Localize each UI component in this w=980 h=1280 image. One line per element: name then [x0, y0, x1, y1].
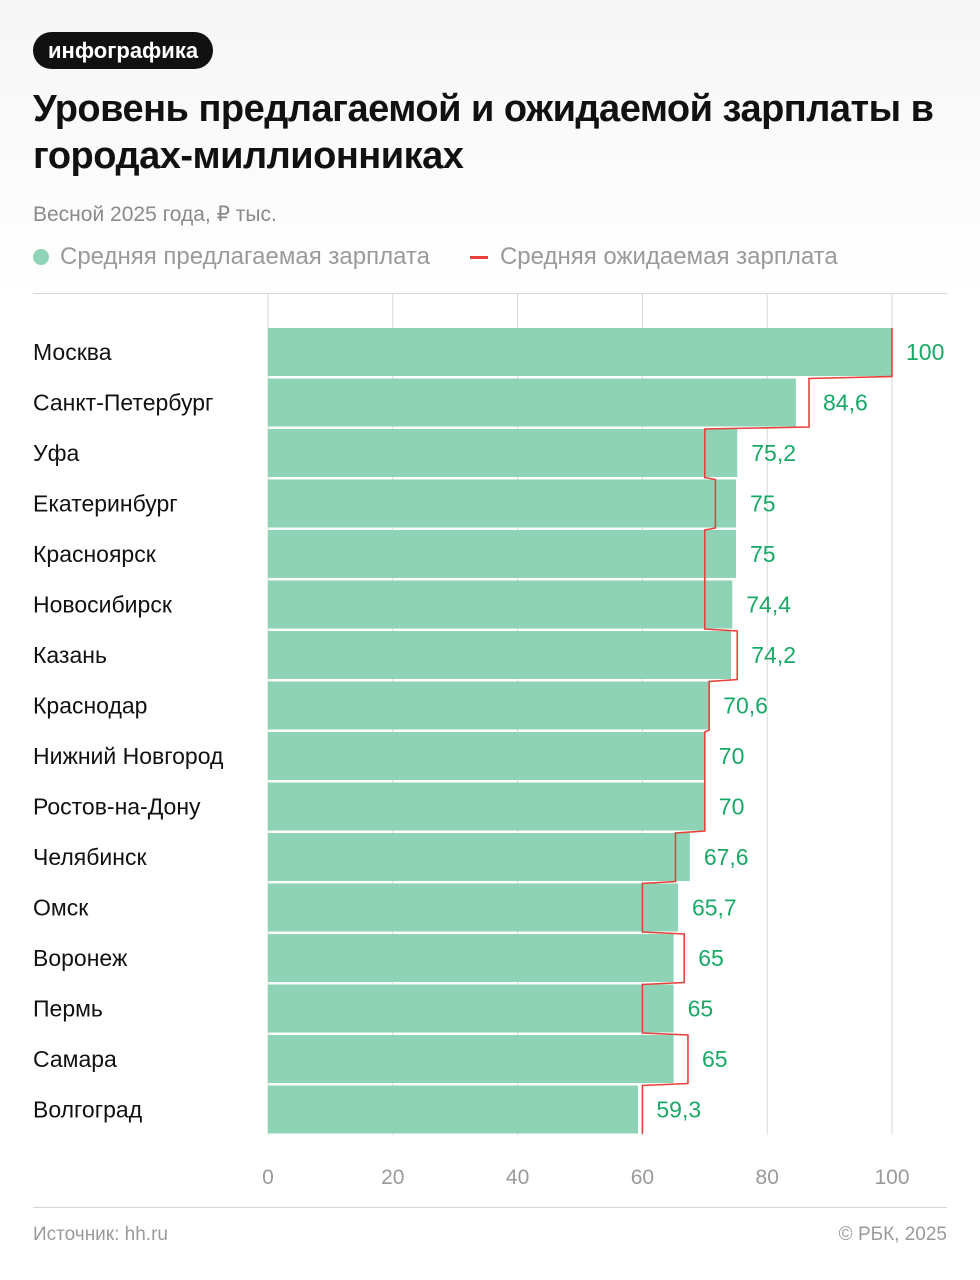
legend-expected-marker — [469, 255, 488, 259]
footer-divider — [33, 1207, 947, 1208]
legend: Средняя предлагаемая зарплата Средняя ож… — [33, 243, 838, 271]
bar — [268, 580, 733, 629]
bar — [268, 883, 678, 932]
value-label: 75 — [750, 541, 776, 567]
bar — [268, 378, 796, 427]
bar — [268, 732, 705, 780]
value-label: 65 — [688, 996, 714, 1022]
chart-title: Уровень предлагаемой и ожидаемой зарплат… — [33, 88, 934, 177]
value-label: 100 — [906, 339, 944, 365]
category-label: Уфа — [33, 440, 80, 466]
bar-chart: 0 20 40 60 80 100 Москва 100 Санкт-Петербург 84,6… — [33, 293, 944, 1189]
category-label: Москва — [33, 339, 112, 365]
category-label: Нижний Новгород — [33, 743, 224, 769]
value-label: 84,6 — [823, 390, 868, 416]
value-label: 65 — [702, 1046, 728, 1072]
source-note: Источник: hh.ru — [33, 1224, 168, 1245]
legend-offered-marker — [33, 249, 49, 265]
legend-expected-label: Средняя ожидаемая зарплата — [499, 243, 838, 270]
value-label: 75 — [750, 491, 776, 517]
value-label: 75,2 — [751, 440, 796, 466]
bar — [268, 328, 892, 376]
category-label: Новосибирск — [33, 592, 173, 618]
legend-offered-label: Средняя предлагаемая зарплата — [60, 243, 430, 270]
bar — [268, 1085, 639, 1134]
category-label: Санкт-Петербург — [33, 390, 213, 416]
bar — [268, 833, 690, 881]
value-label: 59,3 — [656, 1097, 701, 1123]
category-label: Самара — [33, 1046, 117, 1072]
bar — [268, 934, 674, 982]
category-label: Казань — [33, 642, 107, 668]
category-label: Челябинск — [33, 844, 147, 870]
bar — [268, 681, 709, 730]
x-tick-label: 80 — [756, 1166, 779, 1189]
x-tick-label: 0 — [262, 1166, 274, 1189]
bar — [268, 530, 736, 578]
category-label: Омск — [33, 895, 89, 921]
bar — [268, 1035, 674, 1083]
bar — [268, 782, 705, 831]
x-tick-label: 20 — [381, 1166, 404, 1189]
value-label: 74,4 — [746, 592, 791, 618]
expected-salary-line — [641, 328, 893, 1134]
value-label: 65 — [698, 945, 724, 971]
category-label: Пермь — [33, 996, 103, 1022]
category-label: Краснодар — [33, 693, 147, 719]
value-label: 70 — [719, 794, 745, 820]
value-label: 70,6 — [723, 693, 768, 719]
x-tick-label: 60 — [631, 1166, 654, 1189]
bar — [268, 479, 736, 528]
category-label: Красноярск — [33, 541, 157, 567]
x-tick-label: 40 — [506, 1166, 529, 1189]
bar — [268, 429, 738, 477]
bar — [268, 984, 674, 1033]
category-label: Волгоград — [33, 1097, 143, 1123]
x-tick-label: 100 — [874, 1166, 909, 1189]
value-label: 70 — [719, 743, 745, 769]
bar — [268, 631, 732, 679]
header-divider — [33, 293, 947, 294]
chart-subtitle: Весной 2025 года, ₽ тыс. — [33, 203, 277, 226]
value-label: 67,6 — [704, 844, 749, 870]
category-badge: инфографика — [33, 32, 214, 69]
value-label: 65,7 — [692, 895, 737, 921]
category-label: Ростов-на-Дону — [33, 794, 201, 820]
copyright-note: © РБК, 2025 — [838, 1224, 947, 1245]
category-label: Воронеж — [33, 945, 128, 971]
category-label: Екатеринбург — [33, 491, 178, 517]
value-label: 74,2 — [751, 642, 796, 668]
